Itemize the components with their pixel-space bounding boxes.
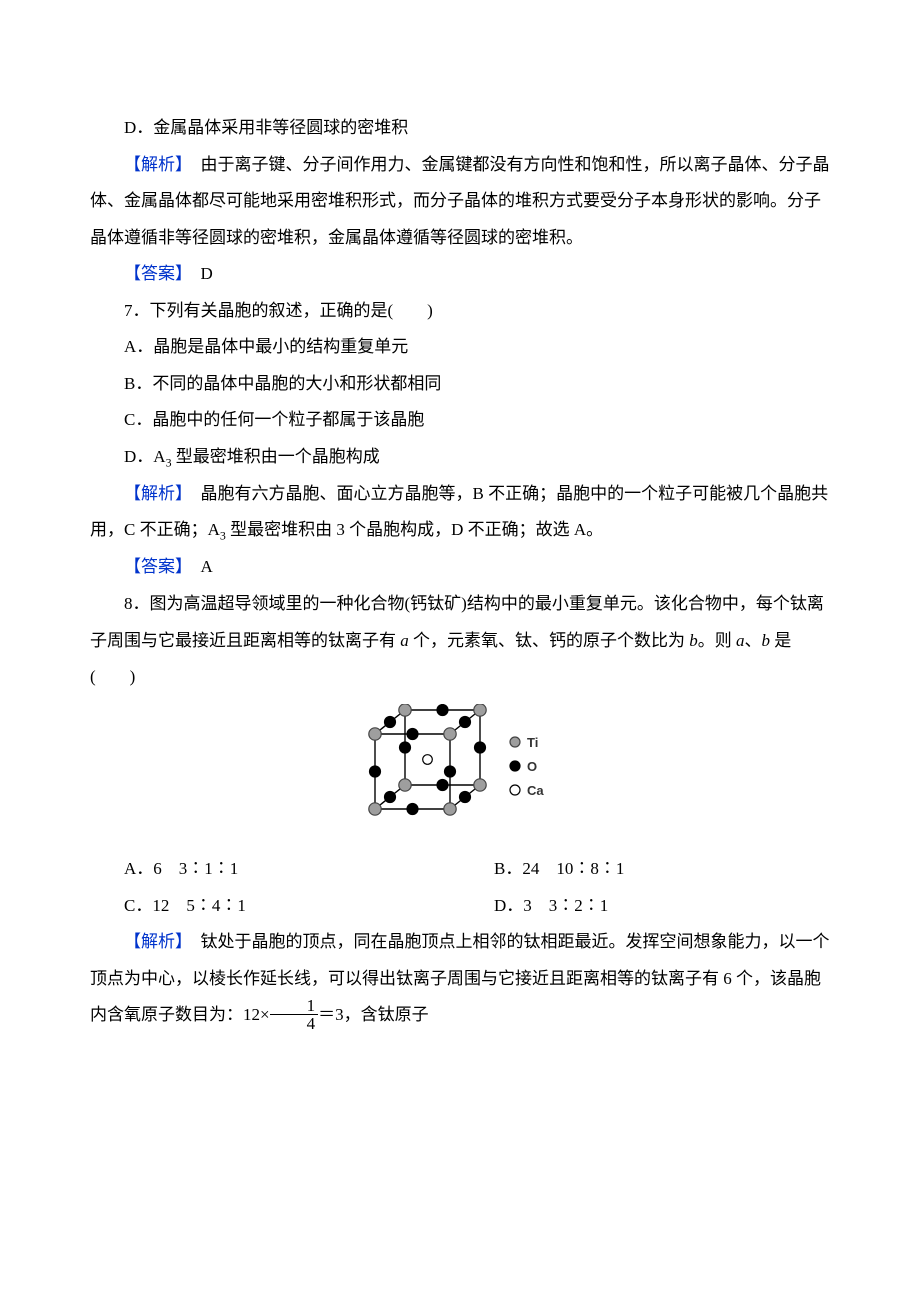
q7-stem: 7．下列有关晶胞的叙述，正确的是( ) xyxy=(90,293,830,330)
q8-stem-b2: b xyxy=(762,631,771,650)
fraction-1-4: 14 xyxy=(270,997,319,1032)
q7-option-c: C．晶胞中的任何一个粒子都属于该晶胞 xyxy=(90,402,830,439)
answer-label: 【答案】 xyxy=(124,264,192,283)
q8-stem-a2: a xyxy=(736,631,745,650)
q8-stem-sep: 、 xyxy=(745,631,762,650)
q8-option-b: B．24 10∶8∶1 xyxy=(460,851,830,888)
q8-option-a: A．6 3∶1∶1 xyxy=(90,851,460,888)
q8-option-d: D．3 3∶2∶1 xyxy=(460,888,830,925)
analysis-label: 【解析】 xyxy=(124,484,184,503)
q8-options-row2: C．12 5∶4∶1 D．3 3∶2∶1 xyxy=(90,888,830,925)
analysis-label: 【解析】 xyxy=(124,155,184,174)
q8-analysis-post: ＝3，含钛原子 xyxy=(318,1005,429,1024)
q8-diagram: Ti O Ca xyxy=(90,704,830,848)
q6-answer-val: D xyxy=(201,264,213,283)
q7-d-pre: D．A xyxy=(124,447,166,466)
perovskite-svg: Ti O Ca xyxy=(330,704,590,834)
answer-label: 【答案】 xyxy=(124,557,192,576)
q8-stem-a: a xyxy=(400,631,409,650)
q8-stem: 8．图为高温超导领域里的一种化合物(钙钛矿)结构中的最小重复单元。该化合物中，每… xyxy=(90,586,830,696)
q8-stem-mid: 个，元素氧、钛、钙的原子个数比为 xyxy=(409,631,690,650)
q7-answer-val: A xyxy=(201,557,213,576)
q8-stem-post: 。则 xyxy=(698,631,736,650)
analysis-label: 【解析】 xyxy=(124,932,184,951)
q7-option-a: A．晶胞是晶体中最小的结构重复单元 xyxy=(90,329,830,366)
q7-answer: 【答案】 A xyxy=(90,549,830,586)
q7-analysis: 【解析】 晶胞有六方晶胞、面心立方晶胞等，B 不正确；晶胞中的一个粒子可能被几个… xyxy=(90,476,830,550)
svg-text:Ti: Ti xyxy=(527,735,538,750)
svg-text:O: O xyxy=(527,759,537,774)
q7-analysis-post: 型最密堆积由 3 个晶胞构成，D 不正确；故选 A。 xyxy=(226,520,603,539)
q7-option-d: D．A3 型最密堆积由一个晶胞构成 xyxy=(90,439,830,476)
q8-stem-b: b xyxy=(689,631,698,650)
q6-analysis-text: 由于离子键、分子间作用力、金属键都没有方向性和饱和性，所以离子晶体、分子晶体、金… xyxy=(90,155,830,247)
svg-text:Ca: Ca xyxy=(527,783,544,798)
q8-option-c: C．12 5∶4∶1 xyxy=(90,888,460,925)
frac-num: 1 xyxy=(270,997,319,1015)
q6-answer: 【答案】 D xyxy=(90,256,830,293)
q6-analysis: 【解析】 由于离子键、分子间作用力、金属键都没有方向性和饱和性，所以离子晶体、分… xyxy=(90,147,830,257)
q8-analysis-pre: 钛处于晶胞的顶点，同在晶胞顶点上相邻的钛相距最近。发挥空间想象能力，以一个顶点为… xyxy=(90,932,830,1024)
q7-option-b: B．不同的晶体中晶胞的大小和形状都相同 xyxy=(90,366,830,403)
frac-den: 4 xyxy=(270,1015,319,1032)
q6-option-d: D．金属晶体采用非等径圆球的密堆积 xyxy=(90,110,830,147)
q8-analysis: 【解析】 钛处于晶胞的顶点，同在晶胞顶点上相邻的钛相距最近。发挥空间想象能力，以… xyxy=(90,924,830,1034)
q7-d-post: 型最密堆积由一个晶胞构成 xyxy=(172,447,380,466)
q8-options-row1: A．6 3∶1∶1 B．24 10∶8∶1 xyxy=(90,851,830,888)
